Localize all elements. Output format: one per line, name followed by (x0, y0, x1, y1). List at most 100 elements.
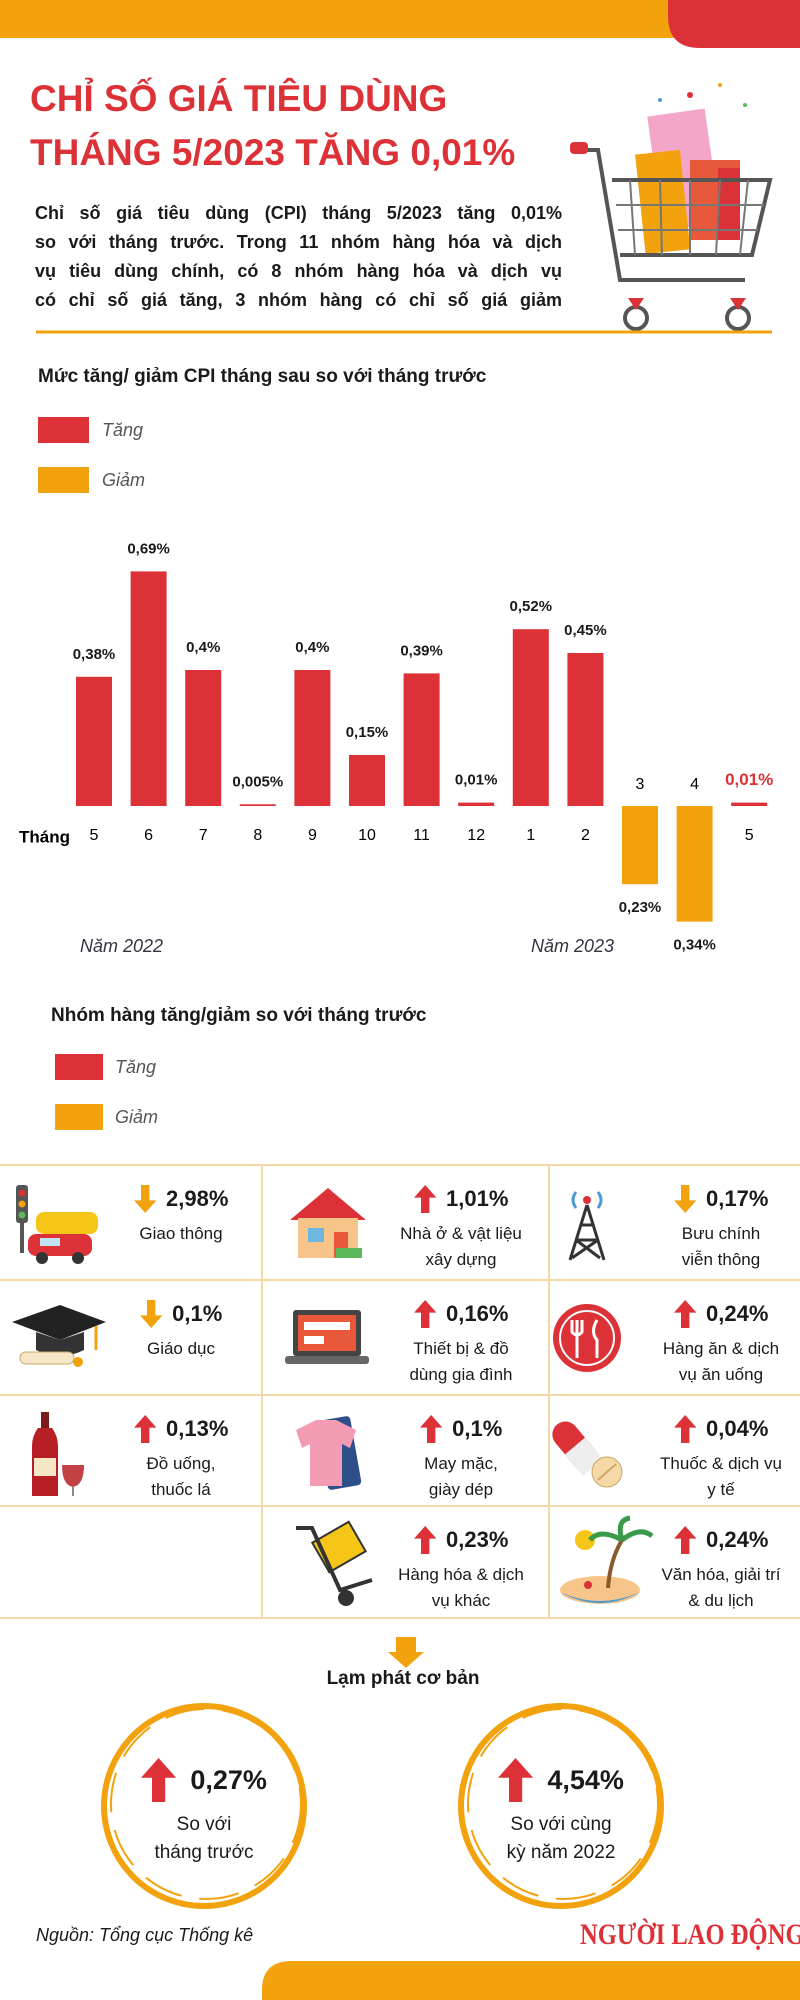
value-label: 0,38% (73, 646, 116, 663)
legend-label: Tăng (115, 1057, 157, 1077)
legend-swatch (38, 417, 89, 443)
core-label: kỳ năm 2022 (506, 1842, 616, 1863)
legend-swatch (55, 1104, 103, 1130)
icon-house (290, 1188, 366, 1258)
arrow-shape (413, 1300, 436, 1328)
group-change: 0,04% (642, 1415, 800, 1443)
section-title: Lạm phát cơ bản (326, 1668, 480, 1689)
group-change: 0,24% (642, 1526, 800, 1554)
core-change: 0,27% (94, 1758, 314, 1802)
value-label: 0,69% (127, 540, 170, 557)
core-change: 4,54% (451, 1758, 671, 1802)
bar-chart: 0,38% 5 0,69% 6 0,4% 7 0,005% 8 0,4% 9 0,15% 10 0,39… (73, 540, 774, 953)
up-arrow (133, 1415, 156, 1443)
group-name: vụ khác (431, 1591, 491, 1610)
group-value: 0,23% (446, 1527, 509, 1552)
group-name: & du lịch (688, 1591, 754, 1610)
x-tick-label: 4 (690, 776, 699, 793)
group-value: 0,24% (706, 1527, 769, 1552)
group-name: xây dựng (425, 1250, 497, 1269)
arrow-shape (673, 1185, 696, 1213)
arrow-shape (673, 1526, 696, 1554)
group-name: dùng gia đình (409, 1365, 513, 1384)
source: Nguồn: Tổng cục Thống kê (36, 1925, 254, 1945)
icon-appliance (285, 1310, 369, 1364)
icon-drinks (32, 1412, 84, 1496)
icon-transport (16, 1185, 98, 1264)
up-arrow (673, 1415, 696, 1443)
top-band (0, 0, 690, 38)
up-arrow (413, 1300, 436, 1328)
value-label: 0,45% (564, 622, 607, 639)
value-label: 0,01% (455, 772, 498, 789)
intro-line: có chỉ số giá tăng, 3 nhóm hàng có chỉ s… (35, 290, 562, 310)
group-change: 0,16% (372, 1300, 550, 1328)
group-name: Giáo dục (146, 1339, 216, 1358)
arrow-shape (673, 1300, 696, 1328)
icon-clothes (296, 1416, 362, 1490)
group-change: 0,1% (372, 1415, 550, 1443)
group-value: 0,13% (166, 1416, 229, 1441)
core-value: 0,27% (190, 1764, 267, 1795)
bar (130, 571, 167, 806)
group-name: Nhà ở & vật liệu (400, 1224, 522, 1243)
group-change: 2,98% (100, 1185, 262, 1213)
icon-cart (296, 1520, 373, 1606)
legend-swatch (38, 467, 89, 493)
bar (676, 806, 713, 922)
up-arrow (498, 1758, 534, 1802)
x-tick-label: 12 (467, 827, 485, 844)
group-name: Thiết bị & đồ (413, 1339, 509, 1358)
section-title: Nhóm hàng tăng/giảm so với tháng trước (51, 1005, 427, 1026)
group-name: thuốc lá (151, 1480, 211, 1499)
up-arrow (413, 1526, 436, 1554)
group-value: 0,04% (706, 1416, 769, 1441)
legend-label: Giảm (115, 1107, 159, 1127)
x-tick-label: 5 (90, 827, 99, 844)
core-value: 4,54% (547, 1764, 624, 1795)
core-label: tháng trước (154, 1842, 254, 1863)
arrow-shape (413, 1185, 436, 1213)
intro-line: vụ tiêu dùng chính, có 8 nhóm hàng hóa v… (35, 261, 562, 281)
annotation: Năm 2023 (531, 936, 614, 956)
group-value: 0,17% (706, 1186, 769, 1211)
title: CHỈ SỐ GIÁ TIÊU DÙNG (30, 78, 448, 119)
cart-illustration (570, 83, 773, 331)
x-tick-label: 3 (636, 776, 645, 793)
up-arrow (141, 1758, 177, 1802)
arrow-shape (141, 1758, 177, 1802)
group-name: giày dép (428, 1480, 494, 1499)
group-change: 0,17% (642, 1185, 800, 1213)
arrow-shape (139, 1300, 163, 1328)
icon-tower (568, 1191, 606, 1261)
ring (101, 1703, 664, 1909)
bar (403, 673, 440, 806)
group-value: 0,24% (706, 1301, 769, 1326)
x-tick-label: 5 (745, 827, 754, 844)
group-name: Hàng hóa & dịch (398, 1565, 524, 1584)
down-arrow (388, 1637, 424, 1668)
group-change: 0,24% (642, 1300, 800, 1328)
value-label: 0,23% (619, 899, 662, 916)
group-change: 0,1% (100, 1300, 262, 1328)
bar (76, 676, 112, 806)
value-label: 0,005% (232, 773, 283, 790)
down-arrow (673, 1185, 696, 1213)
x-tick-label: 2 (581, 827, 590, 844)
group-value: 0,1% (172, 1301, 223, 1326)
group-name: Thuốc & dịch vụ (660, 1454, 782, 1473)
top-corner (668, 0, 800, 48)
group-name: Văn hóa, giải trí (661, 1565, 781, 1584)
legend-label: Giảm (102, 470, 146, 490)
bar (622, 806, 658, 885)
title: THÁNG 5/2023 TĂNG 0,01% (30, 132, 516, 173)
x-tick-label: 9 (308, 827, 317, 844)
group-name: Hàng ăn & dịch (662, 1339, 780, 1358)
bar (349, 755, 385, 806)
group-change: 1,01% (372, 1185, 550, 1213)
value-label: 0,4% (295, 639, 329, 656)
group-value: 0,16% (446, 1301, 509, 1326)
group-change: 0,23% (372, 1526, 550, 1554)
up-arrow (413, 1185, 436, 1213)
